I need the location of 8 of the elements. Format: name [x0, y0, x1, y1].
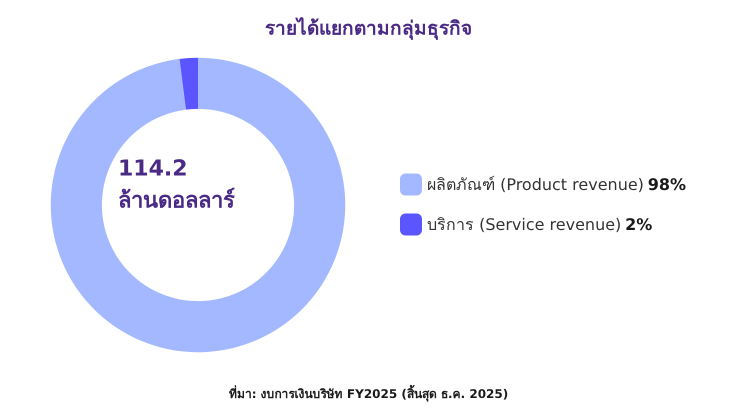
- text: ที่มา: งบการเงินบริษัท FY2025 (สิ้นสุด ธ.ค. 2025): [228, 384, 508, 402]
- chart-title: รายได้แยกตามกลุ่มธุรกิจ: [265, 16, 472, 40]
- data-label: 2%: [625, 215, 652, 234]
- text: 114.2: [118, 156, 188, 182]
- data-label: 98%: [648, 175, 686, 194]
- legend-label: ผลิตภัณฑ์ (Product revenue): [427, 175, 644, 194]
- text: ล้านดอลลาร์: [118, 188, 235, 214]
- legend-label: บริการ (Service revenue): [427, 215, 622, 234]
